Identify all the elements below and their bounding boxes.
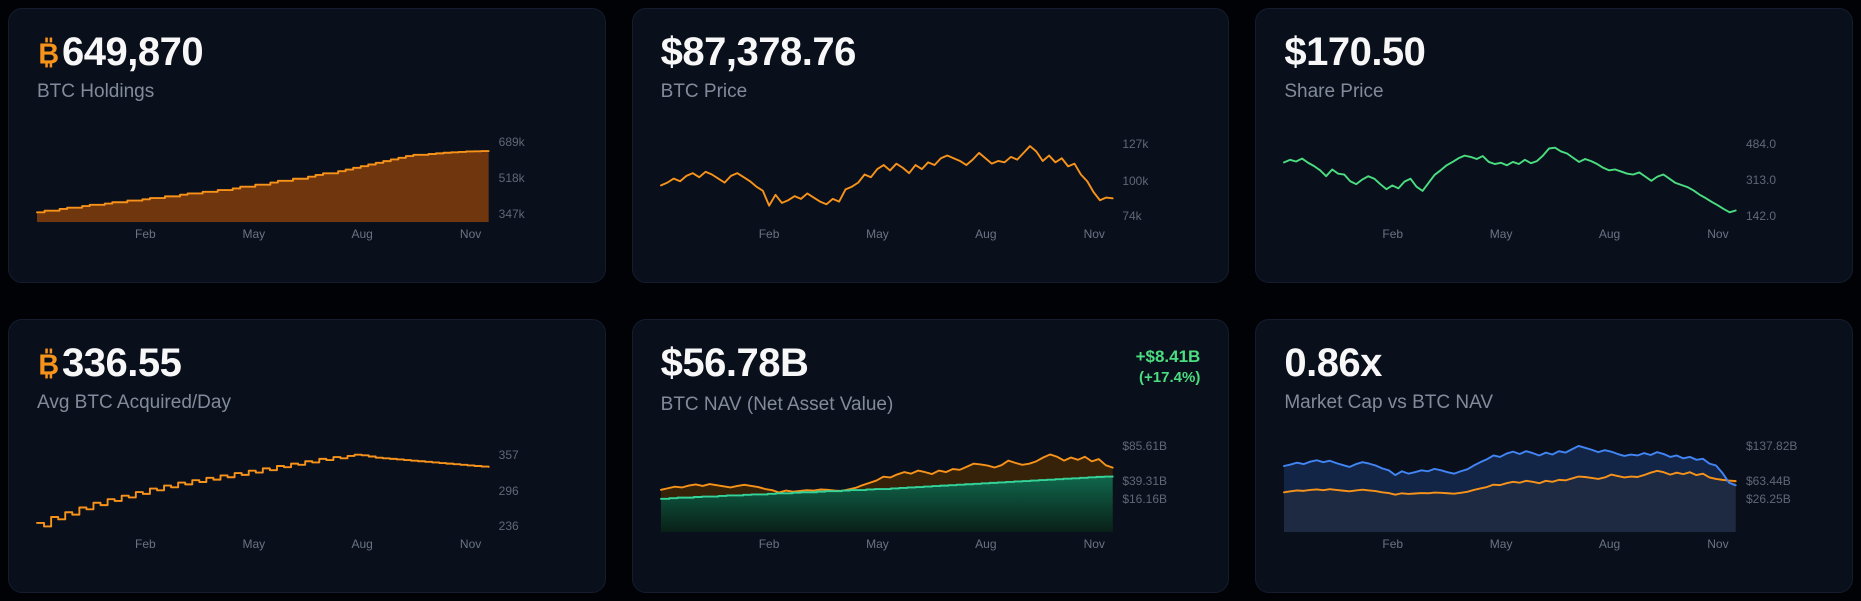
x-tick-label: Feb	[758, 537, 780, 551]
metric-label: BTC Holdings	[37, 81, 155, 103]
metric-value-text: 0.86x	[1284, 340, 1382, 385]
y-tick-label: 357	[498, 447, 519, 462]
metric-label: Share Price	[1284, 81, 1384, 103]
x-tick-label: Feb	[135, 226, 156, 241]
chart-plot-mcap-vs-nav[interactable]	[1284, 440, 1736, 532]
x-tick-label: Aug	[351, 537, 373, 551]
x-tick-label: Feb	[135, 537, 156, 551]
dashboard-grid: B 649,870 BTC Holdings 689k 518k 347k Feb M…	[8, 8, 1853, 593]
y-tick-label: 296	[498, 483, 519, 498]
x-tick-label: May	[1489, 537, 1513, 551]
x-tick-label: Feb	[758, 226, 780, 241]
stat-card-btc-holdings: B 649,870 BTC Holdings 689k 518k 347k Feb M…	[8, 8, 606, 283]
x-tick-label: May	[242, 537, 266, 551]
y-tick-label: 689k	[498, 135, 525, 150]
y-tick-label: 127k	[1122, 137, 1149, 152]
y-tick-label: $16.16B	[1122, 491, 1168, 506]
x-tick-label: Aug	[1598, 537, 1621, 551]
x-axis-labels: Feb May Aug Nov	[661, 532, 1113, 554]
metric-value-text: $56.78B	[660, 340, 809, 385]
x-tick-label: May	[1489, 226, 1513, 241]
svg-text:B: B	[38, 349, 58, 381]
y-tick-label: $39.31B	[1122, 474, 1168, 489]
y-tick-label: $63.44B	[1746, 474, 1791, 489]
y-axis-labels: 689k 518k 347k	[499, 130, 577, 222]
y-tick-label: $85.61B	[1122, 438, 1168, 453]
y-tick-label: 347k	[498, 207, 525, 222]
metric-value-text: 336.55	[62, 340, 182, 385]
y-axis-labels: 484.0 313.0 142.0	[1746, 130, 1824, 223]
stat-card-share-price: $170.50 Share Price 484.0 313.0 142.0 Feb M…	[1255, 8, 1853, 283]
y-tick-label: $26.25B	[1746, 491, 1791, 506]
chart-plot-avg-btc[interactable]	[37, 440, 489, 532]
x-tick-label: Nov	[459, 226, 482, 241]
y-tick-label: 74k	[1122, 208, 1142, 223]
x-tick-label: Aug	[975, 226, 997, 241]
x-tick-label: Aug	[351, 226, 373, 241]
stat-card-btc-nav: $56.78B +$8.41B (+17.4%) BTC NAV (Net As…	[631, 318, 1230, 593]
bitcoin-icon: B	[38, 348, 59, 381]
x-tick-label: Nov	[1707, 537, 1729, 551]
x-tick-label: May	[866, 537, 889, 551]
x-tick-label: Nov	[1707, 226, 1729, 241]
x-tick-label: Nov	[1083, 226, 1105, 241]
change-badge: +$8.41B (+17.4%)	[1136, 342, 1201, 388]
stat-card-avg-btc-per-day: B 336.55 Avg BTC Acquired/Day 357 296 236 …	[8, 318, 606, 593]
svg-text:B: B	[38, 39, 58, 71]
metric-label: Avg BTC Acquired/Day	[37, 391, 231, 413]
metric-label: BTC Price	[660, 81, 748, 103]
y-tick-label: 518k	[498, 171, 525, 186]
stat-card-mcap-vs-nav: 0.86x Market Cap vs BTC NAV $137.82B $63.…	[1255, 318, 1853, 593]
metric-value: B 649,870	[37, 30, 204, 74]
x-axis-labels: Feb May Aug Nov	[37, 532, 489, 554]
y-tick-label: 100k	[1122, 173, 1149, 188]
x-tick-label: Nov	[459, 537, 482, 551]
x-axis-labels: Feb May Aug Nov	[37, 222, 489, 244]
metric-value-text: 649,870	[62, 30, 204, 74]
y-axis-labels: 127k 100k 74k	[1122, 130, 1200, 223]
metric-value: $56.78B	[660, 340, 809, 385]
y-tick-label: 142.0	[1746, 208, 1777, 223]
x-tick-label: May	[866, 226, 889, 241]
chart-plot-btc-price[interactable]	[661, 130, 1113, 222]
x-tick-label: Aug	[975, 537, 997, 551]
x-axis-labels: Feb May Aug Nov	[1284, 222, 1736, 244]
y-tick-label: 484.0	[1746, 137, 1777, 152]
chart-plot-share-price[interactable]	[1284, 130, 1736, 222]
chart-plot-btc-nav[interactable]	[661, 440, 1113, 532]
bitcoin-icon: B	[38, 37, 59, 71]
y-axis-labels: $137.82B $63.44B $26.25B	[1746, 438, 1824, 532]
change-absolute: +$8.41B	[1135, 346, 1201, 366]
y-tick-label: 313.0	[1746, 173, 1777, 188]
x-axis-labels: Feb May Aug Nov	[661, 222, 1113, 244]
y-axis-labels: $85.61B $39.31B $16.16B	[1122, 438, 1200, 532]
x-tick-label: Feb	[1382, 537, 1404, 551]
x-tick-label: Aug	[1598, 226, 1621, 241]
metric-value: $87,378.76	[660, 30, 857, 74]
metric-value-text: $87,378.76	[660, 30, 857, 74]
y-tick-label: 236	[498, 519, 519, 534]
x-tick-label: Feb	[1382, 226, 1404, 241]
change-percent: (+17.4%)	[1139, 368, 1201, 386]
y-tick-label: $137.82B	[1746, 438, 1798, 453]
metric-label: BTC NAV (Net Asset Value)	[660, 394, 894, 416]
y-axis-labels: 357 296 236	[498, 440, 577, 534]
x-axis-labels: Feb May Aug Nov	[1284, 532, 1736, 554]
metric-value: $170.50	[1284, 30, 1426, 74]
chart-plot-btc-holdings[interactable]	[37, 130, 489, 222]
x-tick-label: Nov	[1083, 537, 1105, 551]
metric-value-text: $170.50	[1284, 30, 1426, 74]
metric-label: Market Cap vs BTC NAV	[1284, 391, 1494, 413]
metric-value: 0.86x	[1284, 340, 1382, 385]
stat-card-btc-price: $87,378.76 BTC Price 127k 100k 74k Feb May A…	[631, 8, 1230, 283]
x-tick-label: May	[242, 226, 266, 241]
metric-value: B 336.55	[37, 340, 182, 385]
